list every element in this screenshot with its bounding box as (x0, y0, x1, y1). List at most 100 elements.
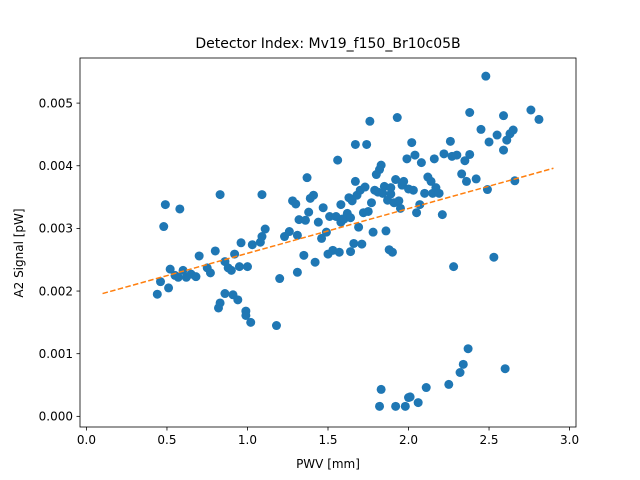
data-point (175, 204, 185, 214)
data-point (164, 283, 174, 293)
x-tick-label: 3.0 (560, 433, 579, 447)
data-point (310, 257, 320, 267)
data-point (363, 206, 373, 216)
data-point (452, 150, 462, 160)
data-point (499, 145, 509, 155)
chart-title: Detector Index: Mv19_f150_Br10c05B (195, 36, 460, 52)
data-point (220, 289, 230, 299)
data-point (350, 139, 360, 149)
data-point (434, 188, 444, 198)
data-point (346, 213, 356, 223)
data-point (334, 247, 344, 257)
data-point (484, 137, 494, 147)
data-point (437, 210, 447, 220)
data-point (357, 239, 367, 249)
data-point (173, 272, 183, 282)
data-point (400, 401, 410, 411)
data-point (247, 240, 257, 250)
data-point (378, 188, 388, 198)
data-point (481, 71, 491, 81)
data-point (300, 215, 310, 225)
data-point (376, 160, 386, 170)
data-point (413, 398, 423, 408)
data-point (304, 207, 314, 217)
data-point (391, 401, 401, 411)
data-point (354, 222, 364, 232)
data-point (260, 224, 270, 234)
data-point (349, 238, 359, 248)
data-point (318, 203, 328, 213)
data-point (366, 198, 376, 208)
data-point (299, 250, 309, 260)
data-point (309, 190, 319, 200)
data-point (458, 359, 468, 369)
data-point (234, 262, 244, 272)
data-point (508, 125, 518, 135)
data-point (420, 188, 430, 198)
data-point (156, 277, 166, 287)
data-point (421, 383, 431, 393)
data-point (439, 149, 449, 159)
data-point (159, 222, 169, 232)
data-point (399, 176, 409, 186)
y-tick-label: 0.002 (39, 284, 73, 298)
data-point (321, 227, 331, 237)
data-point (429, 154, 439, 164)
data-point (333, 155, 343, 165)
data-point (336, 200, 346, 210)
data-point (292, 230, 302, 240)
data-point (391, 175, 401, 185)
data-point (455, 368, 465, 377)
data-point (152, 289, 162, 299)
data-point (226, 265, 236, 275)
data-point (313, 217, 323, 227)
data-point (444, 379, 454, 389)
data-point (210, 246, 220, 256)
data-point (489, 252, 499, 262)
data-point (492, 130, 502, 140)
data-point (375, 401, 385, 411)
data-point (362, 139, 372, 149)
data-point (449, 262, 459, 272)
x-tick-label: 0.5 (157, 433, 176, 447)
data-point (387, 247, 397, 257)
data-point (394, 196, 404, 206)
data-point (302, 173, 312, 183)
data-point (416, 158, 426, 168)
data-point (445, 136, 455, 146)
data-point (408, 185, 418, 195)
x-tick-label: 0.0 (77, 433, 96, 447)
data-point (415, 200, 425, 210)
data-point (292, 267, 302, 277)
x-tick-label: 2.5 (479, 433, 498, 447)
data-point (346, 247, 356, 257)
data-point (215, 298, 225, 308)
data-point (165, 264, 175, 274)
data-point (360, 182, 370, 192)
y-tick-label: 0.003 (39, 222, 73, 236)
y-tick-label: 0.004 (39, 159, 73, 173)
data-point (461, 176, 471, 186)
data-point (205, 268, 215, 278)
data-point (460, 156, 470, 166)
data-point (325, 212, 335, 221)
data-point (194, 251, 204, 261)
data-point (386, 189, 396, 199)
data-point (457, 169, 467, 179)
y-axis-label: A2 Signal [pW] (12, 208, 26, 297)
data-point (257, 232, 267, 242)
x-tick-label: 2.0 (399, 433, 418, 447)
data-point (463, 344, 473, 354)
y-tick-label: 0.005 (39, 96, 73, 110)
data-point (275, 274, 285, 284)
data-point (465, 108, 475, 117)
x-axis-label: PWV [mm] (296, 457, 360, 471)
data-point (365, 116, 375, 126)
data-point (291, 199, 301, 209)
data-point (284, 227, 294, 237)
data-point (236, 238, 246, 248)
data-point (233, 295, 243, 305)
data-point (386, 183, 396, 193)
